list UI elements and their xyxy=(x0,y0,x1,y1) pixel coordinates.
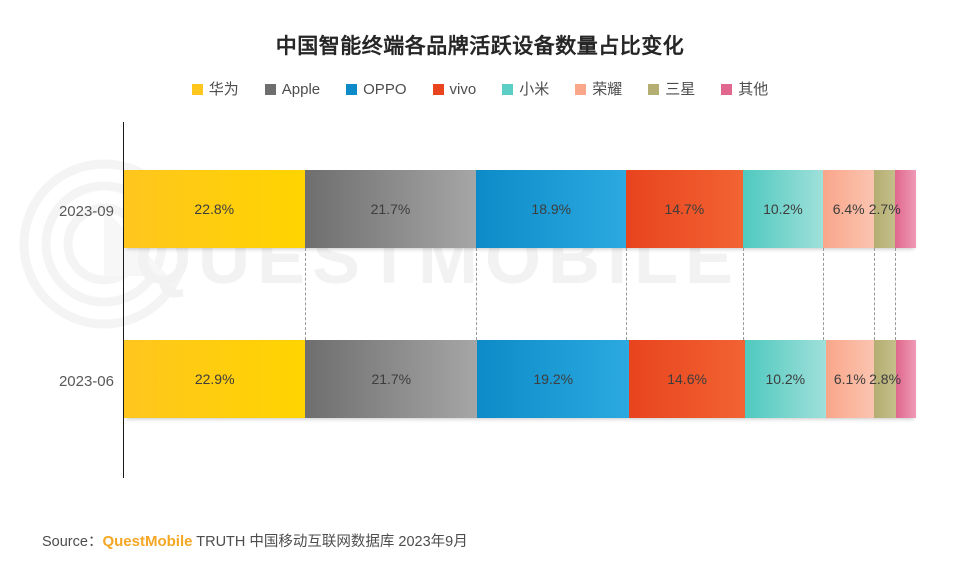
segment-connector-line xyxy=(874,248,876,340)
bar-segment-label: 6.1% xyxy=(833,371,866,387)
bar-segment-label: 21.7% xyxy=(370,201,411,217)
segment-connector-line xyxy=(626,248,628,340)
legend-item-oppo[interactable]: OPPO xyxy=(346,81,407,98)
legend-label: 其他 xyxy=(738,81,769,98)
legend-item-others[interactable]: 其他 xyxy=(721,82,768,97)
bar-segment-label: 21.7% xyxy=(371,371,412,387)
legend-item-honor[interactable]: 荣耀 xyxy=(575,82,622,97)
segment-connector-line xyxy=(476,248,478,340)
bar-segment-label: 22.9% xyxy=(194,371,235,387)
bar-segment-label: 10.2% xyxy=(763,201,803,217)
source-note: Source：QuestMobile TRUTH 中国移动互联网数据库 2023… xyxy=(42,530,468,551)
bar-segment-label: 10.2% xyxy=(765,371,806,387)
bar-segment-label: 2.7% xyxy=(868,201,901,217)
segment-connector-line xyxy=(895,248,897,340)
page-title: 中国智能终端各品牌活跃设备数量占比变化 xyxy=(275,35,685,58)
legend-label: 荣耀 xyxy=(592,81,623,98)
bar-segment[interactable]: 21.7% xyxy=(305,340,478,418)
legend-item-huawei[interactable]: 华为 xyxy=(191,81,239,98)
bar-segment-label: 2.8% xyxy=(869,371,902,387)
bar-segment[interactable]: 21.7% xyxy=(304,170,477,248)
bar-segment-label: 14.6% xyxy=(667,371,707,387)
legend-swatch-icon xyxy=(648,84,660,95)
source-suffix: TRUTH 中国移动互联网数据库 2023年9月 xyxy=(192,534,468,550)
legend-swatch-icon xyxy=(502,84,514,95)
bar-segment[interactable] xyxy=(895,170,916,248)
legend-label: vivo xyxy=(449,81,477,98)
legend-swatch-icon xyxy=(721,84,733,95)
bar-segment[interactable]: 19.2% xyxy=(477,340,630,418)
y-axis-tick-label: 2023-09 xyxy=(58,203,114,220)
bar-segment[interactable]: 6.4% xyxy=(823,170,874,248)
y-axis-tick-label: 2023-06 xyxy=(58,373,114,390)
legend-label: 三星 xyxy=(665,81,696,98)
segment-connector-line xyxy=(742,248,744,340)
bar-segment-label: 22.8% xyxy=(194,201,235,217)
bar-segment-label: 14.7% xyxy=(664,201,705,217)
bar-segment[interactable]: 14.6% xyxy=(629,340,745,418)
legend-swatch-icon xyxy=(432,84,444,95)
legend-label: 华为 xyxy=(208,81,239,98)
bar-segment[interactable]: 2.7% xyxy=(869,170,901,248)
chart-legend: 华为 Apple OPPO vivo 小米 荣耀 三星 其他 xyxy=(0,82,960,97)
legend-label: 小米 xyxy=(519,81,550,98)
legend-label: Apple xyxy=(281,81,321,98)
legend-swatch-icon xyxy=(191,84,203,95)
stacked-bar-2023-09[interactable]: 22.8% 21.7% 18.9% 14.7% 10.2% 6.4% 2.7% xyxy=(124,170,916,248)
bar-segment[interactable]: 22.9% xyxy=(124,340,306,418)
source-prefix: Source： xyxy=(42,534,103,550)
bar-segment-label: 19.2% xyxy=(533,371,574,387)
stacked-bar-2023-06[interactable]: 22.9% 21.7% 19.2% 14.6% 10.2% 6.1% 2.8% xyxy=(124,340,916,418)
legend-swatch-icon xyxy=(575,84,587,95)
legend-item-vivo[interactable]: vivo xyxy=(432,81,477,98)
segment-connector-line xyxy=(823,248,825,340)
bar-segment[interactable]: 10.2% xyxy=(742,170,824,248)
bar-segment[interactable]: 6.1% xyxy=(825,340,874,418)
source-brand: QuestMobile xyxy=(102,533,193,550)
legend-item-apple[interactable]: Apple xyxy=(264,81,321,98)
legend-swatch-icon xyxy=(264,84,276,95)
bar-segment[interactable]: 10.2% xyxy=(744,340,826,418)
bar-segment[interactable]: 22.8% xyxy=(124,170,305,248)
bar-segment-label: 18.9% xyxy=(531,201,572,217)
legend-swatch-icon xyxy=(346,84,358,95)
segment-connector-line xyxy=(304,248,306,340)
bar-segment[interactable]: 2.8% xyxy=(869,340,901,418)
bar-segment[interactable] xyxy=(896,340,916,418)
legend-label: OPPO xyxy=(363,81,407,98)
bar-segment-label: 6.4% xyxy=(832,201,865,217)
legend-item-samsung[interactable]: 三星 xyxy=(648,82,695,97)
bar-segment[interactable]: 18.9% xyxy=(476,170,627,248)
bar-segment[interactable]: 14.7% xyxy=(626,170,743,248)
legend-item-xiaomi[interactable]: 小米 xyxy=(502,82,549,97)
